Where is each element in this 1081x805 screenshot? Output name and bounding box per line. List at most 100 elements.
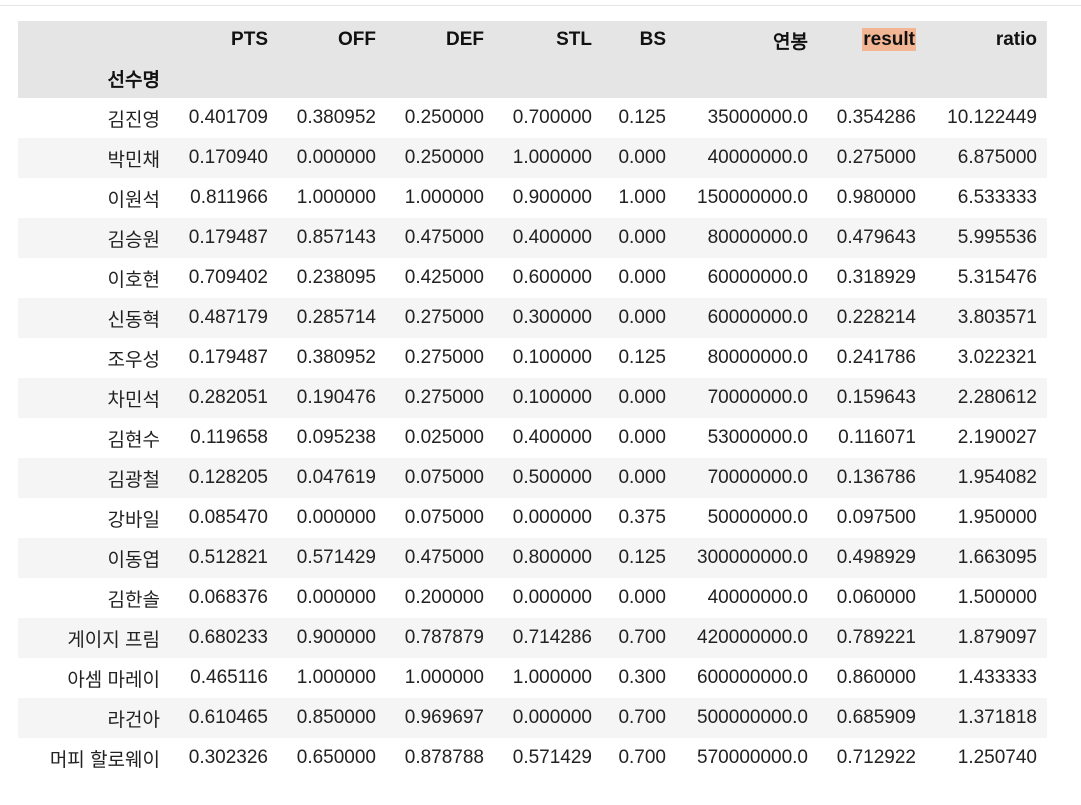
column-header-ratio: ratio xyxy=(926,21,1047,59)
table-row: 아셈 마레이 0.465116 1.000000 1.000000 1.000000 0.… xyxy=(18,658,1047,698)
cell-off: 0.850000 xyxy=(278,698,386,738)
column-header-def: DEF xyxy=(386,21,494,59)
cell-result: 0.685909 xyxy=(818,698,926,738)
cell-result: 0.097500 xyxy=(818,498,926,538)
cell-stl: 0.400000 xyxy=(494,418,602,458)
cell-bs: 0.125 xyxy=(602,338,676,378)
cell-off: 0.000000 xyxy=(278,578,386,618)
cell-pts: 0.302326 xyxy=(170,738,278,778)
column-header-salary: 연봉 xyxy=(676,21,818,59)
cell-salary: 150000000.0 xyxy=(676,178,818,218)
table-row: 이원석 0.811966 1.000000 1.000000 0.900000 1.000… xyxy=(18,178,1047,218)
cell-salary: 500000000.0 xyxy=(676,698,818,738)
cell-ratio: 1.954082 xyxy=(926,458,1047,498)
cell-result: 0.159643 xyxy=(818,378,926,418)
cell-off: 0.238095 xyxy=(278,258,386,298)
cell-bs: 0.000 xyxy=(602,458,676,498)
cell-result: 0.479643 xyxy=(818,218,926,258)
cell-ratio: 6.875000 xyxy=(926,138,1047,178)
cell-ratio: 10.122449 xyxy=(926,98,1047,138)
cell-bs: 0.000 xyxy=(602,218,676,258)
cell-pts: 0.709402 xyxy=(170,258,278,298)
row-index-name: 머피 할로웨이 xyxy=(18,738,170,778)
table-row: 박민채 0.170940 0.000000 0.250000 1.000000 0.000… xyxy=(18,138,1047,178)
cell-off: 0.190476 xyxy=(278,378,386,418)
column-header-blank xyxy=(18,21,170,59)
cell-ratio: 1.250740 xyxy=(926,738,1047,778)
cell-def: 0.787879 xyxy=(386,618,494,658)
cell-ratio: 3.803571 xyxy=(926,298,1047,338)
cell-result: 0.712922 xyxy=(818,738,926,778)
cell-off: 0.380952 xyxy=(278,338,386,378)
table-row: 이동엽 0.512821 0.571429 0.475000 0.800000 0.125… xyxy=(18,538,1047,578)
cell-result: 0.860000 xyxy=(818,658,926,698)
cell-pts: 0.680233 xyxy=(170,618,278,658)
cell-ratio: 1.950000 xyxy=(926,498,1047,538)
row-index-name: 차민석 xyxy=(18,378,170,418)
cell-stl: 0.000000 xyxy=(494,578,602,618)
cell-salary: 300000000.0 xyxy=(676,538,818,578)
table-row: 게이지 프림 0.680233 0.900000 0.787879 0.714286 0.… xyxy=(18,618,1047,658)
column-header-pts: PTS xyxy=(170,21,278,59)
cell-pts: 0.170940 xyxy=(170,138,278,178)
dataframe-table: PTS OFF DEF STL BS 연봉 result ratio 선수명 김… xyxy=(18,21,1047,778)
table-row: 조우성 0.179487 0.380952 0.275000 0.100000 0.125… xyxy=(18,338,1047,378)
cell-def: 0.250000 xyxy=(386,98,494,138)
cell-def: 0.475000 xyxy=(386,538,494,578)
cell-def: 0.275000 xyxy=(386,378,494,418)
cell-result: 0.060000 xyxy=(818,578,926,618)
table-row: 김한솔 0.068376 0.000000 0.200000 0.000000 0.000… xyxy=(18,578,1047,618)
cell-stl: 0.000000 xyxy=(494,498,602,538)
row-index-name: 이원석 xyxy=(18,178,170,218)
cell-salary: 420000000.0 xyxy=(676,618,818,658)
cell-result: 0.354286 xyxy=(818,98,926,138)
cell-pts: 0.119658 xyxy=(170,418,278,458)
cell-result: 0.498929 xyxy=(818,538,926,578)
cell-pts: 0.282051 xyxy=(170,378,278,418)
cell-bs: 0.700 xyxy=(602,738,676,778)
cell-bs: 0.000 xyxy=(602,378,676,418)
cell-off: 0.095238 xyxy=(278,418,386,458)
table-row: 김광철 0.128205 0.047619 0.075000 0.500000 0.000… xyxy=(18,458,1047,498)
table-row: 김진영 0.401709 0.380952 0.250000 0.700000 0.125… xyxy=(18,98,1047,138)
cell-salary: 80000000.0 xyxy=(676,338,818,378)
column-header-stl: STL xyxy=(494,21,602,59)
cell-pts: 0.179487 xyxy=(170,218,278,258)
cell-stl: 0.800000 xyxy=(494,538,602,578)
row-index-name: 박민채 xyxy=(18,138,170,178)
cell-salary: 70000000.0 xyxy=(676,458,818,498)
cell-bs: 0.125 xyxy=(602,98,676,138)
cell-salary: 70000000.0 xyxy=(676,378,818,418)
table-row: 강바일 0.085470 0.000000 0.075000 0.000000 0.375… xyxy=(18,498,1047,538)
column-header-bs: BS xyxy=(602,21,676,59)
cell-pts: 0.512821 xyxy=(170,538,278,578)
cell-result: 0.318929 xyxy=(818,258,926,298)
cell-bs: 1.000 xyxy=(602,178,676,218)
cell-result: 0.136786 xyxy=(818,458,926,498)
cell-off: 0.380952 xyxy=(278,98,386,138)
cell-pts: 0.068376 xyxy=(170,578,278,618)
row-index-name: 김현수 xyxy=(18,418,170,458)
cell-ratio: 1.663095 xyxy=(926,538,1047,578)
cell-salary: 53000000.0 xyxy=(676,418,818,458)
cell-bs: 0.000 xyxy=(602,258,676,298)
table-body: 김진영 0.401709 0.380952 0.250000 0.700000 0.125… xyxy=(18,98,1047,778)
row-index-name: 아셈 마레이 xyxy=(18,658,170,698)
cell-off: 0.000000 xyxy=(278,138,386,178)
cell-result: 0.241786 xyxy=(818,338,926,378)
cell-pts: 0.465116 xyxy=(170,658,278,698)
cell-salary: 60000000.0 xyxy=(676,298,818,338)
cell-salary: 80000000.0 xyxy=(676,218,818,258)
cell-ratio: 1.500000 xyxy=(926,578,1047,618)
cell-off: 0.650000 xyxy=(278,738,386,778)
table-row: 머피 할로웨이 0.302326 0.650000 0.878788 0.571429 0… xyxy=(18,738,1047,778)
row-index-name: 강바일 xyxy=(18,498,170,538)
cell-def: 0.475000 xyxy=(386,218,494,258)
cell-stl: 1.000000 xyxy=(494,138,602,178)
cell-bs: 0.000 xyxy=(602,418,676,458)
cell-def: 0.200000 xyxy=(386,578,494,618)
table-row: 차민석 0.282051 0.190476 0.275000 0.100000 0.000… xyxy=(18,378,1047,418)
table-row: 김승원 0.179487 0.857143 0.475000 0.400000 0.000… xyxy=(18,218,1047,258)
cell-pts: 0.811966 xyxy=(170,178,278,218)
cell-stl: 0.700000 xyxy=(494,98,602,138)
